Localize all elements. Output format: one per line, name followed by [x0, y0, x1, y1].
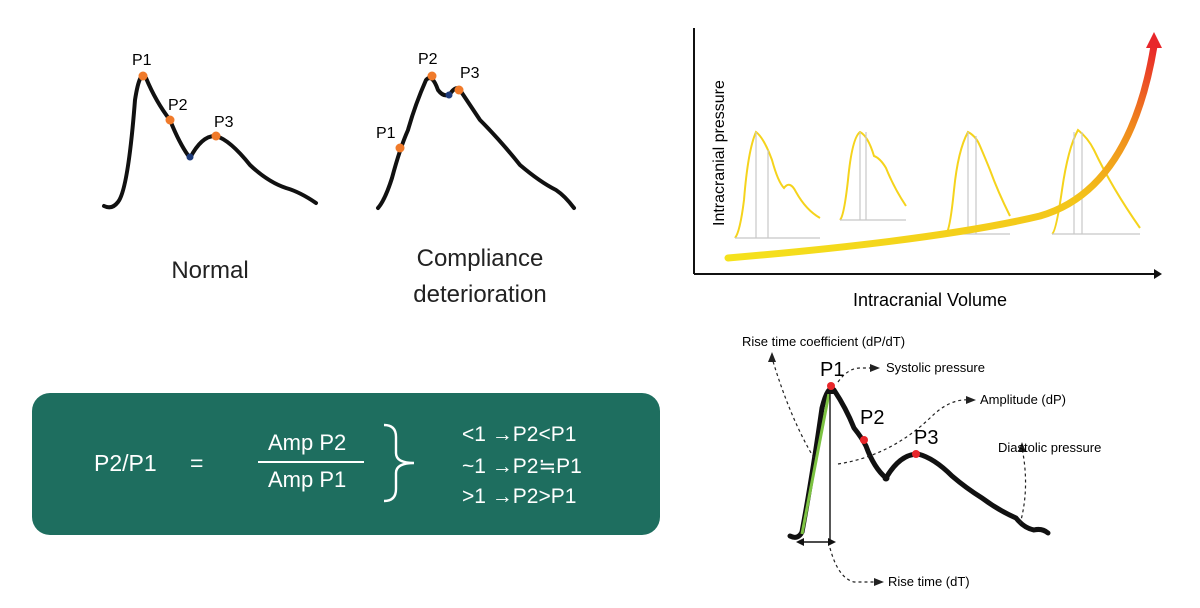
pv-curve-chart: Intracranial pressure Intracranial Volum…	[693, 28, 1162, 310]
detail-rise-coeff-label: Rise time coefficient (dP/dT)	[742, 334, 905, 349]
detail-rise-time-right-arrow-icon	[828, 538, 836, 546]
detail-diastolic-label: Diastolic pressure	[998, 440, 1101, 455]
normal-p2-marker	[165, 115, 175, 125]
ratio-equals: =	[190, 450, 204, 476]
detail-callout-arrow-rise-icon	[768, 352, 776, 362]
detail-waveform: Rise time coefficient (dP/dT) Systolic p…	[742, 334, 1101, 589]
detail-p1-marker	[827, 382, 835, 390]
detail-waveform-panel: Rise time coefficient (dP/dT) Systolic p…	[730, 328, 1160, 598]
normal-waveform-panel: P1 P2 P3 Normal	[90, 40, 330, 300]
ratio-lhs: P2/P1	[94, 450, 157, 476]
normal-caption: Normal	[171, 257, 249, 284]
compliance-p3-marker	[454, 85, 464, 95]
pv-curve-arrow-icon	[1146, 32, 1162, 48]
normal-p3-label: P3	[214, 114, 234, 131]
normal-p2-label: P2	[168, 97, 188, 114]
compliance-p3-label: P3	[460, 65, 480, 82]
detail-systolic-label: Systolic pressure	[886, 360, 985, 375]
detail-rise-time-left-arrow-icon	[796, 538, 804, 546]
detail-p3-marker	[912, 450, 920, 458]
pv-x-arrow-icon	[1154, 269, 1162, 279]
detail-amplitude-label: Amplitude (dP)	[980, 392, 1066, 407]
detail-rise-time-label: Rise time (dT)	[888, 574, 970, 589]
normal-p3-marker	[211, 131, 221, 141]
compliance-p2-marker	[427, 71, 437, 81]
normal-notch-marker	[186, 153, 194, 161]
normal-waveform: P1 P2 P3	[102, 52, 318, 210]
compliance-caption-line2: deterioration	[413, 281, 547, 308]
detail-callout-arrow-amplitude-icon	[966, 396, 976, 404]
pv-exponential-curve	[724, 42, 1158, 262]
pv-x-label: Intracranial Volume	[853, 290, 1007, 310]
detail-p3-label: P3	[914, 427, 938, 449]
detail-callout-arrow-risetime-icon	[874, 578, 884, 586]
ratio-numerator: Amp P2	[268, 430, 347, 455]
normal-p1-label: P1	[132, 52, 152, 69]
compliance-waveform-panel: P1 P2 P3 Compliance deterioration	[360, 40, 600, 310]
detail-callout-lines	[771, 357, 1027, 583]
detail-callout-arrow-systolic-icon	[870, 364, 880, 372]
compliance-waveform: P1 P2 P3	[376, 51, 576, 210]
pv-y-label: Intracranial pressure	[711, 80, 728, 226]
ratio-brace-icon	[383, 423, 415, 503]
ratio-rule-greater: >1 →P2>P1	[462, 485, 577, 508]
detail-p2-label: P2	[860, 407, 884, 429]
ratio-fraction-line	[258, 461, 364, 463]
compliance-p2-label: P2	[418, 51, 438, 68]
detail-rise-slope-line	[800, 387, 832, 535]
detail-p1-label: P1	[820, 359, 844, 381]
ratio-box: P2/P1 = Amp P2 Amp P1 <1 →P2<P1 ~1 →P2≒P…	[32, 393, 660, 535]
ratio-rule-less: <1 →P2<P1	[462, 423, 577, 446]
compliance-caption-line1: Compliance	[416, 245, 544, 272]
compliance-p1-marker	[395, 143, 405, 153]
pv-curve-panel: Intracranial pressure Intracranial Volum…	[680, 20, 1180, 320]
compliance-p1-label: P1	[376, 125, 396, 142]
detail-trace	[787, 386, 1051, 540]
detail-notch-marker	[882, 474, 890, 482]
ratio-rule-equal: ~1 →P2≒P1	[462, 455, 582, 478]
detail-p2-marker	[860, 436, 868, 444]
pv-mini-wave-guides	[735, 132, 1140, 239]
pv-mini-waves	[734, 128, 1141, 239]
detail-callout-arrow-diastolic-icon	[1018, 442, 1026, 452]
ratio-denominator: Amp P1	[268, 467, 347, 492]
compliance-notch-marker	[445, 91, 453, 99]
normal-p1-marker	[138, 71, 148, 81]
